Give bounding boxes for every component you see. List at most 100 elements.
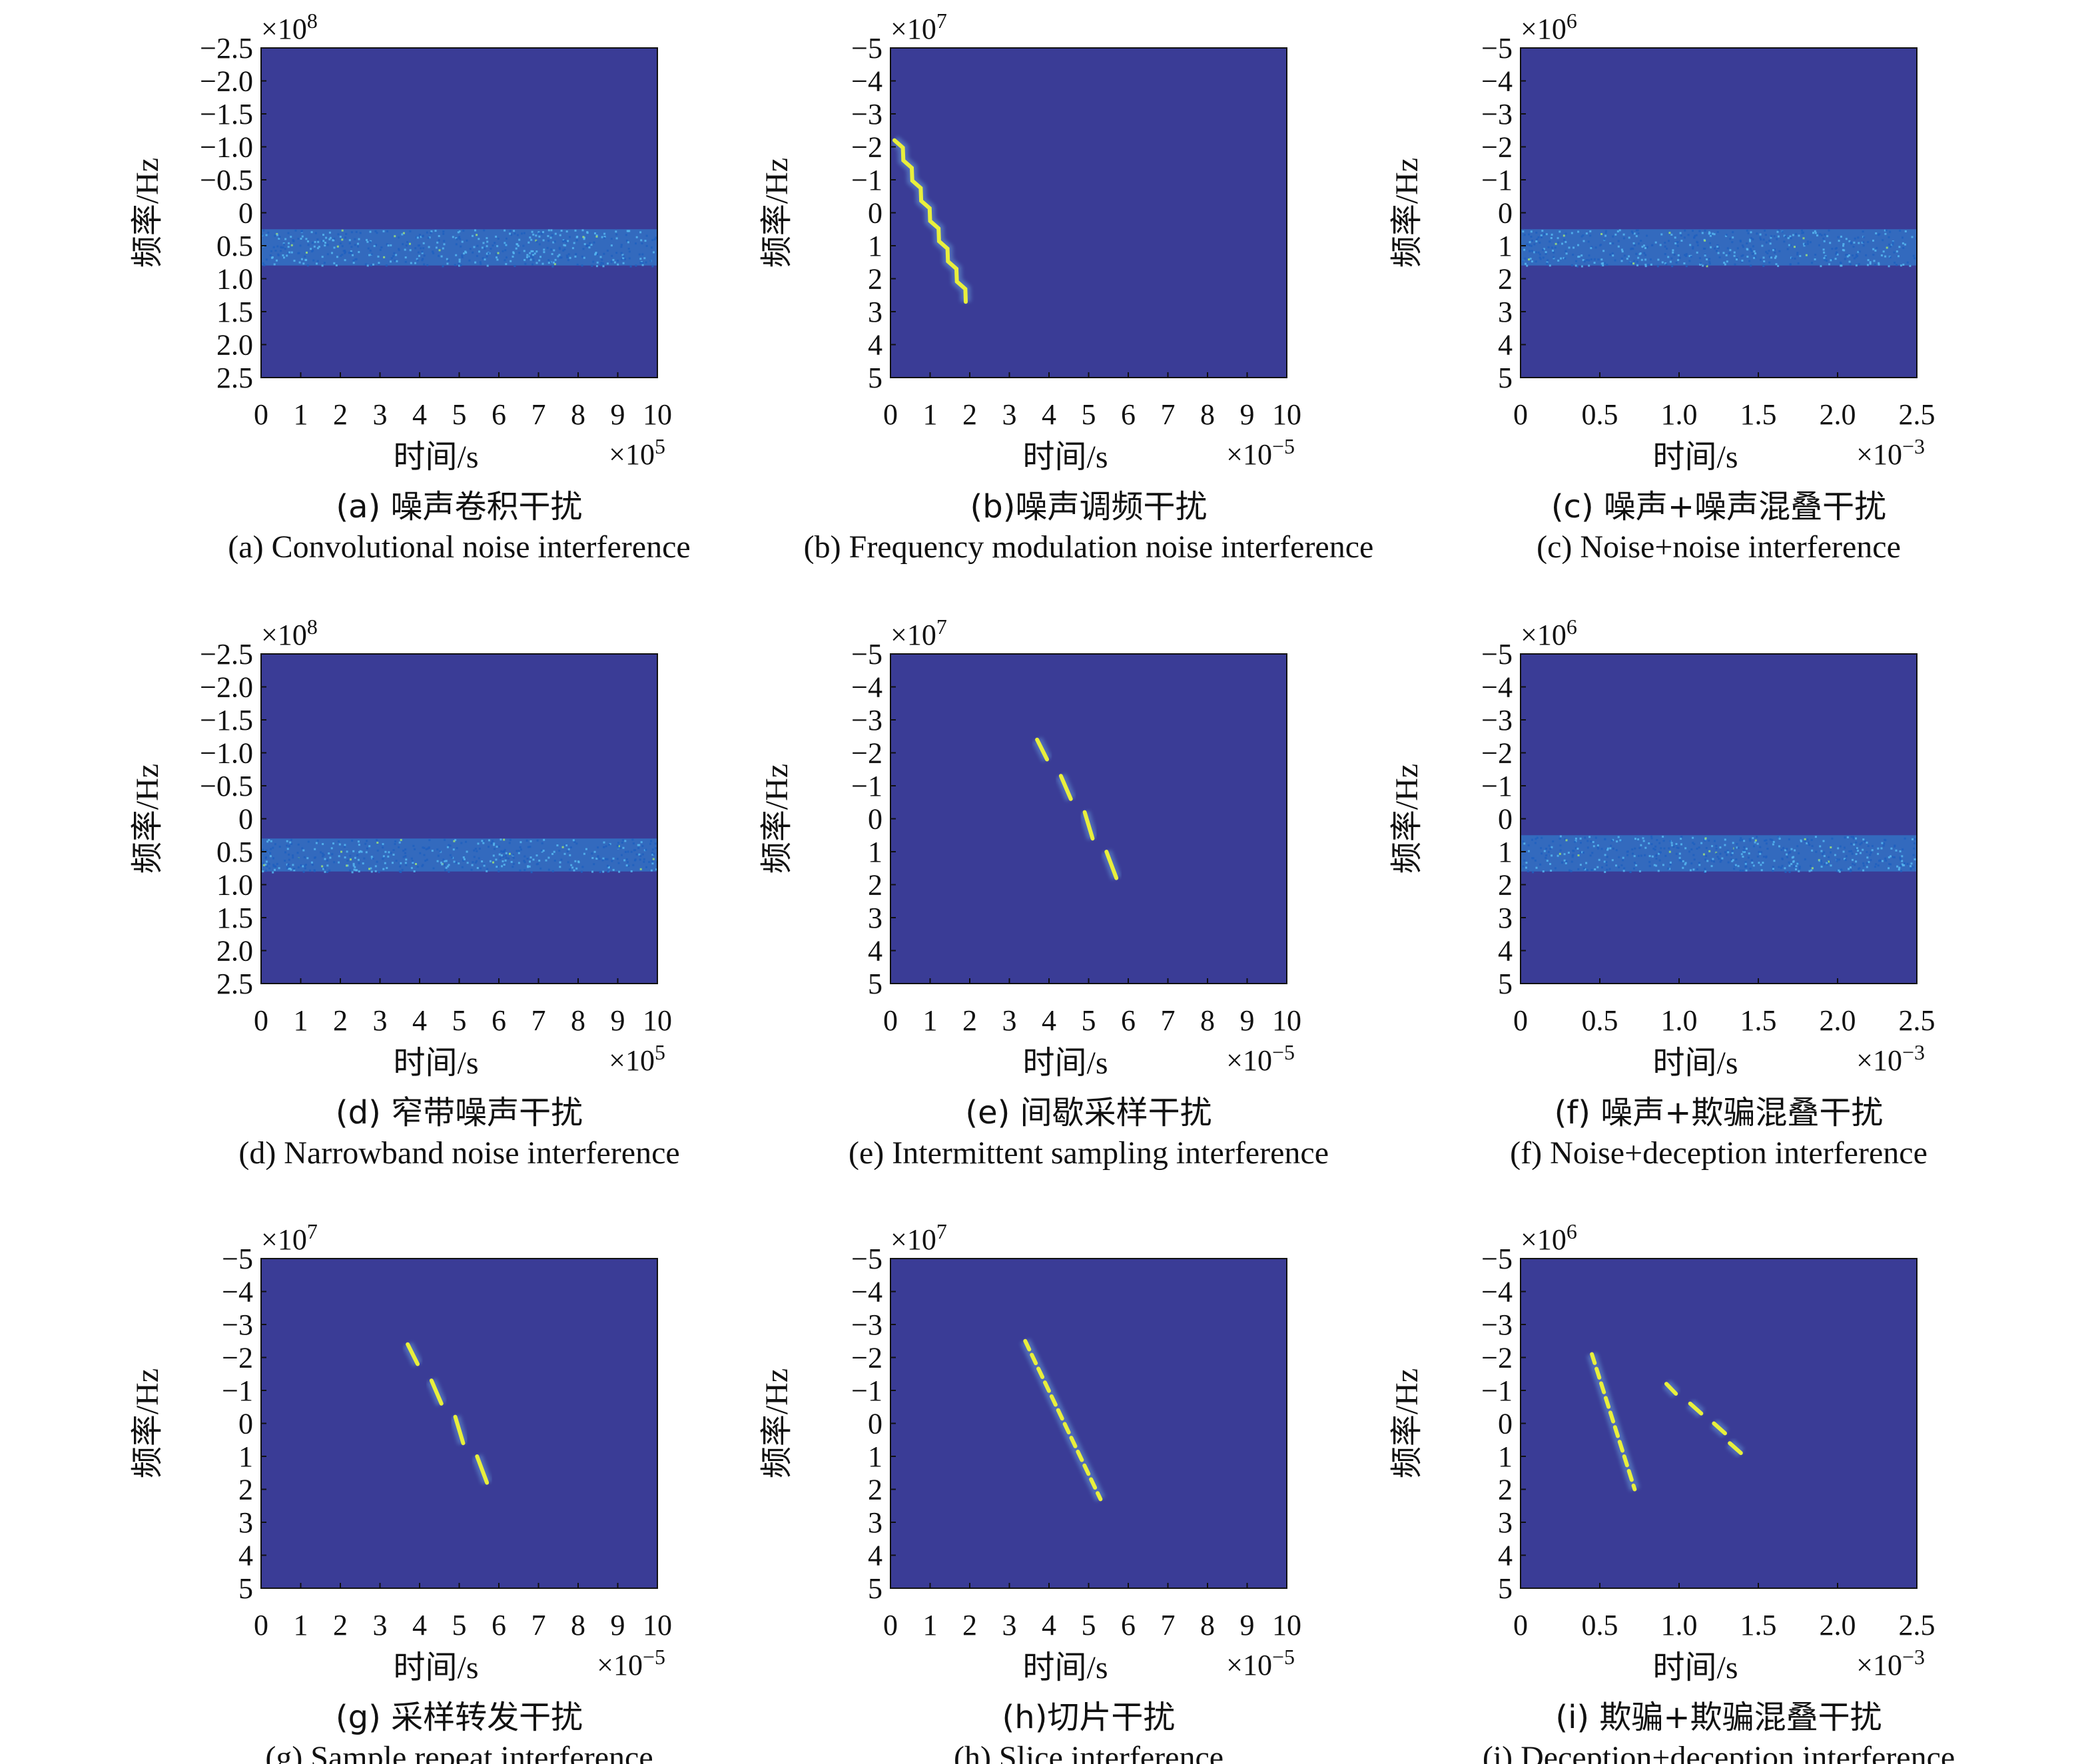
caption-english: (i) Deception+deception interference <box>1483 1740 1955 1764</box>
y-tick-label: 3 <box>238 1506 253 1539</box>
plot-content <box>1521 229 1917 268</box>
x-axis-label: 时间/s <box>393 1045 478 1081</box>
y-tick-label: 2.5 <box>216 968 253 1000</box>
x-axis-label: 时间/s <box>1652 1650 1738 1685</box>
plot-content <box>1586 1352 1745 1492</box>
signal-line <box>1728 1441 1743 1456</box>
caption-chinese: (b)噪声调频干扰 <box>970 488 1208 525</box>
x-tick-label: 7 <box>1161 1609 1176 1641</box>
y-tick-label: 0 <box>238 803 253 836</box>
y-axis-label: 频率/Hz <box>130 764 165 874</box>
caption-chinese: (f) 噪声+欺骗混叠干扰 <box>1555 1094 1884 1131</box>
y-tick-label: 2 <box>1498 1474 1513 1506</box>
x-tick-label: 7 <box>1161 398 1176 431</box>
y-tick-label: 3 <box>1498 902 1513 934</box>
x-tick-label: 6 <box>492 398 506 431</box>
x-tick-label: 2 <box>333 1609 348 1641</box>
x-tick-label: 0 <box>254 1004 268 1037</box>
x-tick-label: 9 <box>1240 398 1255 431</box>
y-axis: −2.5−2.0−1.5−1.0−0.500.51.01.52.02.5 <box>200 32 266 394</box>
x-tick-label: 9 <box>1240 1004 1255 1037</box>
y-tick-label: 3 <box>868 1506 882 1539</box>
x-tick-label: 2 <box>962 1004 977 1037</box>
x-tick-label: 6 <box>1121 1004 1136 1037</box>
x-tick-label: 5 <box>452 1609 467 1641</box>
plot-area <box>261 48 657 378</box>
y-multiplier: ×107 <box>890 615 947 651</box>
y-multiplier: ×108 <box>261 615 318 651</box>
plot-content <box>261 229 657 268</box>
y-tick-label: 4 <box>868 935 882 968</box>
y-tick-label: 5 <box>1498 968 1513 1000</box>
x-multiplier: ×105 <box>609 1040 665 1077</box>
signal-line <box>475 1454 490 1485</box>
signal-line <box>1023 1338 1103 1502</box>
x-tick-label: 10 <box>643 1609 672 1641</box>
x-tick-label: 1 <box>294 1004 308 1037</box>
plot-area <box>890 48 1287 378</box>
x-multiplier: ×10−5 <box>1226 1645 1295 1681</box>
x-tick-label: 4 <box>1042 1004 1056 1037</box>
y-tick-label: −4 <box>222 1276 253 1309</box>
plot-content <box>1020 1338 1106 1502</box>
y-tick-label: 4 <box>868 329 882 362</box>
y-tick-label: 0 <box>238 1408 253 1440</box>
noise-band <box>1521 835 1917 872</box>
y-tick-label: 4 <box>1498 1540 1513 1572</box>
caption-chinese: (a) 噪声卷积干扰 <box>336 488 582 525</box>
x-tick-label: 2 <box>962 1609 977 1641</box>
x-tick-label: 6 <box>1121 398 1136 431</box>
y-tick-label: −1 <box>222 1374 253 1407</box>
y-tick-label: −2 <box>851 131 882 164</box>
x-tick-label: 0.5 <box>1582 1609 1618 1641</box>
x-tick-label: 8 <box>1200 1004 1215 1037</box>
y-tick-label: 2 <box>868 869 882 902</box>
y-axis: −2.5−2.0−1.5−1.0−0.500.51.01.52.02.5 <box>200 638 266 1000</box>
y-tick-label: −1.5 <box>200 704 253 736</box>
caption-english: (h) Slice interference <box>954 1740 1224 1764</box>
y-tick-label: −3 <box>851 704 882 736</box>
plot-content <box>402 1342 492 1485</box>
y-tick-label: 0 <box>868 197 882 230</box>
x-tick-label: 0 <box>1513 1609 1528 1641</box>
caption-chinese: (e) 间歇采样干扰 <box>965 1094 1212 1131</box>
y-multiplier: ×106 <box>1521 1219 1577 1256</box>
y-tick-label: 0 <box>1498 803 1513 836</box>
y-tick-label: 2 <box>1498 263 1513 296</box>
x-axis: 0 1 2 3 4 5 6 7 8 9 10 <box>883 978 1301 1037</box>
y-tick-label: 0.5 <box>216 230 253 262</box>
x-tick-label: 0 <box>1513 1004 1528 1037</box>
x-tick-label: 2 <box>962 398 977 431</box>
caption-chinese: (d) 窄带噪声干扰 <box>336 1094 583 1131</box>
y-tick-label: 1.0 <box>216 263 253 296</box>
x-axis: 0 1 2 3 4 5 6 7 8 9 10 <box>254 978 672 1037</box>
y-tick-label: 5 <box>1498 362 1513 394</box>
x-tick-label: 1.0 <box>1661 398 1698 431</box>
x-tick-label: 10 <box>1272 398 1301 431</box>
x-tick-label: 0 <box>254 1609 268 1641</box>
y-tick-label: 5 <box>868 968 882 1000</box>
y-tick-label: 4 <box>1498 935 1513 968</box>
signal-line <box>1104 850 1119 880</box>
caption-english: (b) Frequency modulation noise interfere… <box>804 529 1374 565</box>
x-tick-label: 3 <box>373 398 388 431</box>
y-axis-label: 频率/Hz <box>130 1368 165 1478</box>
x-tick-label: 1 <box>294 398 308 431</box>
y-tick-label: −2 <box>1481 1342 1513 1374</box>
x-tick-label: 9 <box>611 1609 625 1641</box>
x-tick-label: 7 <box>531 1004 546 1037</box>
y-tick-label: −1 <box>1481 164 1513 196</box>
noise-speckle <box>261 229 657 268</box>
y-tick-label: 3 <box>1498 296 1513 328</box>
y-tick-label: −1.5 <box>200 98 253 131</box>
y-tick-label: −1 <box>851 770 882 802</box>
x-tick-label: 0 <box>883 398 898 431</box>
x-tick-label: 8 <box>571 398 585 431</box>
x-tick-label: 6 <box>492 1004 506 1037</box>
x-axis: 0 1 2 3 4 5 6 7 8 9 10 <box>254 1583 672 1641</box>
